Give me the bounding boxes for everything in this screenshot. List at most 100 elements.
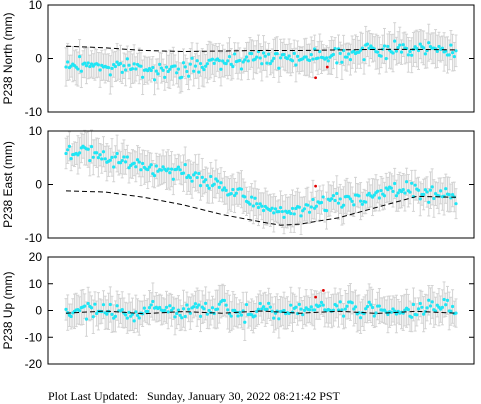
- data-point: [282, 52, 286, 57]
- data-point: [215, 179, 220, 183]
- data-point: [118, 161, 123, 165]
- data-point: [147, 306, 152, 310]
- outlier-point: [314, 295, 317, 299]
- data-point: [234, 191, 238, 195]
- data-point: [275, 52, 279, 56]
- data-point: [382, 44, 387, 48]
- data-point: [277, 317, 281, 321]
- data-point: [110, 66, 114, 70]
- data-point: [176, 67, 181, 71]
- data-point: [226, 59, 230, 63]
- data-point: [393, 181, 397, 186]
- data-point: [238, 58, 242, 63]
- data-point: [250, 313, 254, 317]
- data-point: [294, 63, 298, 67]
- data-point: [166, 69, 170, 74]
- data-point: [427, 298, 431, 302]
- data-point: [393, 39, 397, 43]
- data-point: [408, 49, 412, 54]
- data-point: [450, 192, 455, 197]
- data-point: [100, 157, 104, 161]
- data-point: [365, 304, 370, 309]
- y-tick-label: 10: [29, 0, 43, 12]
- data-point: [394, 49, 398, 53]
- data-point: [280, 209, 284, 214]
- data-point: [391, 307, 395, 311]
- data-point: [224, 303, 228, 307]
- data-point: [418, 42, 422, 46]
- panel-3: -20 -10 0 10 20 P238 Up (mm): [1, 250, 475, 371]
- data-point: [428, 188, 433, 192]
- data-point: [79, 69, 83, 73]
- data-point: [452, 54, 456, 59]
- data-point: [318, 304, 322, 308]
- panel-2: -10 0 10 P238 East (mm): [1, 124, 475, 245]
- data-point: [108, 302, 112, 307]
- data-point: [178, 168, 182, 172]
- data-point: [193, 302, 198, 306]
- data-point: [84, 64, 89, 68]
- data-point: [345, 55, 349, 59]
- data-point: [151, 65, 155, 70]
- data-point: [219, 181, 223, 185]
- data-point: [173, 315, 177, 319]
- data-point: [125, 155, 129, 159]
- data-point: [198, 184, 203, 188]
- data-point: [207, 308, 211, 313]
- data-point: [399, 50, 404, 54]
- data-point: [106, 66, 111, 70]
- data-point: [118, 61, 123, 66]
- data-point: [161, 165, 165, 169]
- data-point: [324, 56, 329, 60]
- data-point: [215, 307, 220, 311]
- data-point: [219, 67, 223, 71]
- data-point: [341, 314, 346, 318]
- data-point: [379, 188, 383, 193]
- data-point: [67, 144, 72, 148]
- data-point: [307, 308, 312, 312]
- data-point: [410, 181, 414, 185]
- data-point: [161, 68, 165, 72]
- data-point: [166, 310, 170, 314]
- data-point: [125, 316, 129, 320]
- data-point: [250, 51, 254, 56]
- data-point: [411, 302, 416, 307]
- data-point: [256, 307, 261, 311]
- data-point: [115, 60, 119, 64]
- y-tick-label: -10: [25, 105, 43, 119]
- data-point: [108, 73, 112, 77]
- data-point: [341, 48, 346, 53]
- data-point: [302, 308, 307, 312]
- data-point: [112, 165, 116, 169]
- data-point: [447, 53, 451, 57]
- data-point: [292, 51, 296, 55]
- data-point: [95, 311, 99, 316]
- data-point: [422, 192, 426, 197]
- data-point: [98, 68, 102, 72]
- data-point: [309, 205, 313, 209]
- data-point: [410, 315, 414, 319]
- data-point: [115, 304, 119, 308]
- data-point: [270, 59, 274, 63]
- data-point: [425, 306, 429, 310]
- data-point: [224, 188, 228, 192]
- data-point: [307, 210, 312, 214]
- data-point: [101, 150, 106, 154]
- data-point: [265, 61, 269, 65]
- data-point: [326, 59, 330, 63]
- data-point: [360, 46, 364, 50]
- data-point: [362, 58, 366, 62]
- data-point: [422, 312, 426, 316]
- data-point: [175, 71, 179, 75]
- data-point: [253, 314, 257, 318]
- data-point: [428, 304, 433, 308]
- data-point: [372, 193, 376, 197]
- data-point: [340, 60, 344, 64]
- data-point: [319, 200, 324, 205]
- data-point: [115, 151, 119, 156]
- data-point: [147, 165, 152, 169]
- data-point: [226, 308, 230, 312]
- data-point: [141, 75, 145, 79]
- data-point: [76, 67, 80, 71]
- data-point: [239, 313, 244, 317]
